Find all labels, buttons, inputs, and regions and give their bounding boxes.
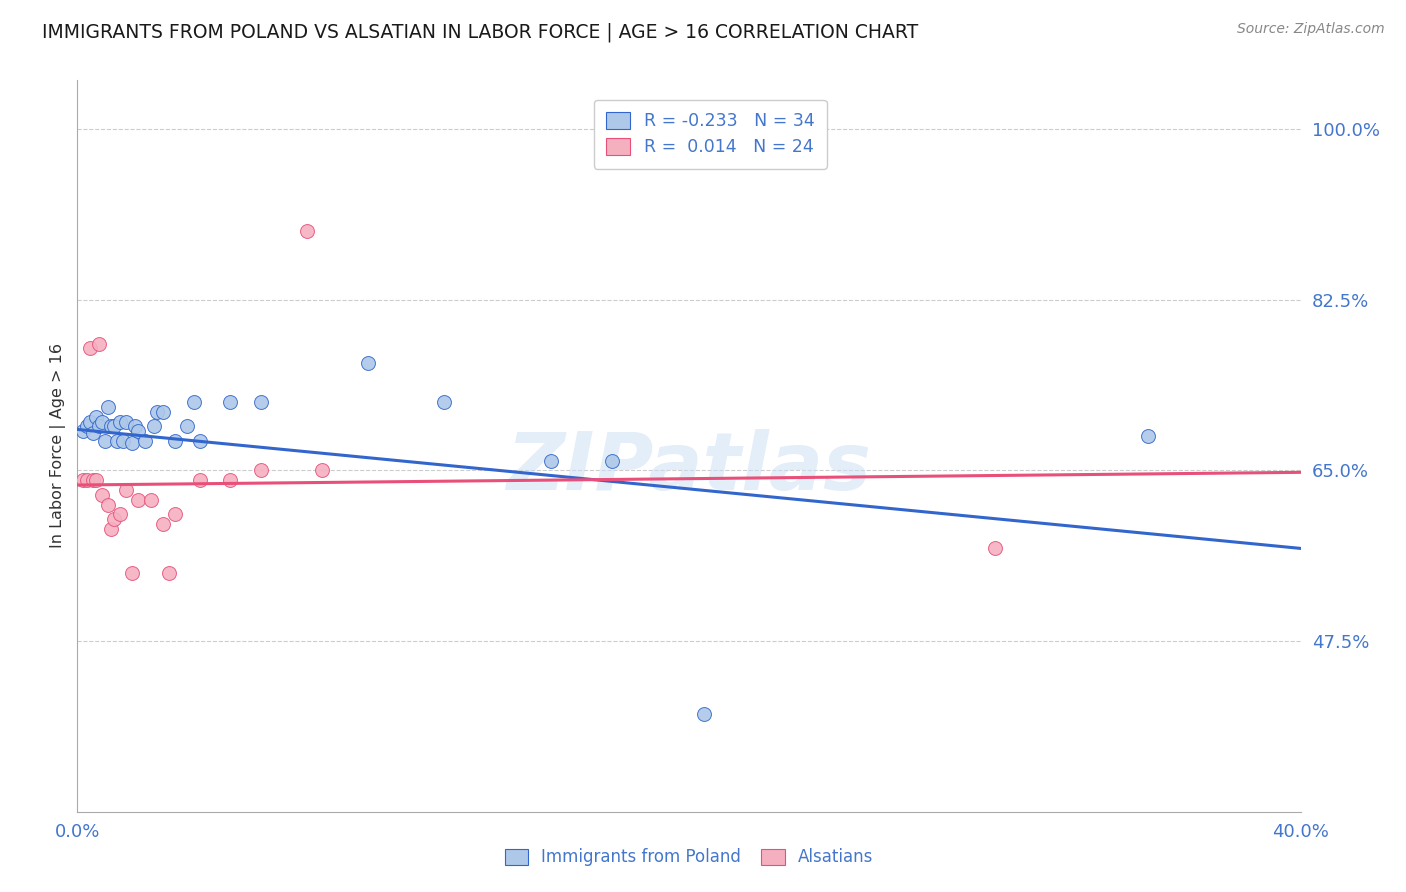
- Point: [152, 516, 174, 531]
- Point: [121, 566, 143, 580]
- Point: [219, 395, 242, 409]
- Point: [76, 419, 98, 434]
- Point: [100, 419, 122, 434]
- Point: [433, 395, 456, 409]
- Point: [76, 473, 98, 487]
- Point: [134, 434, 156, 449]
- Point: [97, 498, 120, 512]
- Point: [87, 419, 110, 434]
- Point: [128, 492, 150, 507]
- Point: [103, 419, 125, 434]
- Point: [1136, 429, 1159, 443]
- Point: [295, 224, 318, 238]
- Text: ZIPatlas: ZIPatlas: [506, 429, 872, 507]
- Point: [219, 473, 242, 487]
- Legend: Immigrants from Poland, Alsatians: Immigrants from Poland, Alsatians: [498, 841, 880, 873]
- Point: [311, 463, 333, 477]
- Point: [84, 473, 107, 487]
- Point: [250, 395, 273, 409]
- Point: [984, 541, 1007, 556]
- Point: [72, 473, 94, 487]
- Point: [84, 409, 107, 424]
- Point: [602, 453, 624, 467]
- Point: [357, 356, 380, 370]
- Point: [146, 405, 169, 419]
- Point: [157, 566, 180, 580]
- Point: [693, 707, 716, 722]
- Point: [139, 492, 162, 507]
- Point: [90, 488, 112, 502]
- Point: [176, 419, 198, 434]
- Point: [188, 473, 211, 487]
- Point: [94, 434, 117, 449]
- Point: [112, 434, 135, 449]
- Point: [90, 415, 112, 429]
- Point: [250, 463, 273, 477]
- Text: Source: ZipAtlas.com: Source: ZipAtlas.com: [1237, 22, 1385, 37]
- Point: [142, 419, 165, 434]
- Point: [188, 434, 211, 449]
- Point: [79, 415, 101, 429]
- Point: [103, 512, 125, 526]
- Point: [108, 508, 131, 522]
- Point: [82, 426, 104, 441]
- Point: [124, 419, 146, 434]
- Point: [128, 425, 150, 439]
- Point: [105, 434, 128, 449]
- Y-axis label: In Labor Force | Age > 16: In Labor Force | Age > 16: [51, 343, 66, 549]
- Point: [152, 405, 174, 419]
- Point: [121, 436, 143, 450]
- Point: [82, 473, 104, 487]
- Point: [183, 395, 205, 409]
- Text: IMMIGRANTS FROM POLAND VS ALSATIAN IN LABOR FORCE | AGE > 16 CORRELATION CHART: IMMIGRANTS FROM POLAND VS ALSATIAN IN LA…: [42, 22, 918, 42]
- Point: [79, 342, 101, 356]
- Point: [540, 453, 562, 467]
- Point: [165, 508, 187, 522]
- Point: [115, 415, 138, 429]
- Point: [87, 336, 110, 351]
- Point: [165, 434, 187, 449]
- Point: [108, 415, 131, 429]
- Point: [97, 400, 120, 414]
- Point: [115, 483, 138, 497]
- Point: [100, 522, 122, 536]
- Point: [72, 425, 94, 439]
